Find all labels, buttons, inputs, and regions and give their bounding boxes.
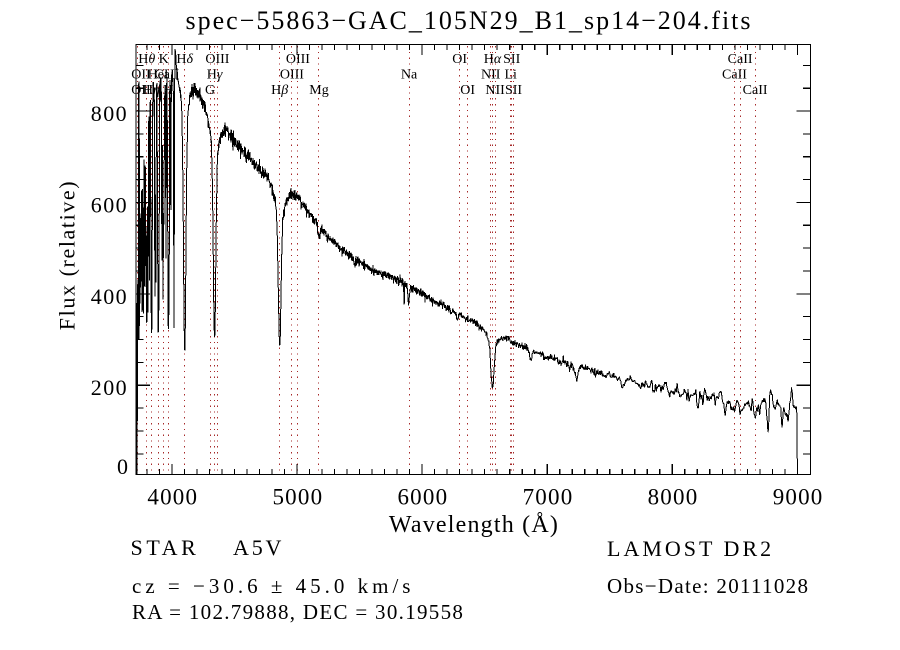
svg-text:800: 800 (91, 101, 128, 126)
svg-text:Mg: Mg (309, 83, 328, 98)
svg-text:Na: Na (401, 68, 418, 83)
svg-text:NII: NII (485, 83, 505, 98)
svg-text:Hδ: Hδ (176, 52, 193, 67)
svg-text:K: K (159, 52, 169, 67)
svg-text:OI: OI (460, 83, 475, 98)
svg-text:Li: Li (504, 68, 517, 83)
svg-text:STAR: STAR (131, 535, 200, 560)
svg-text:SII: SII (503, 52, 520, 67)
svg-text:OIII: OIII (286, 52, 310, 67)
svg-text:Hα: Hα (484, 52, 502, 67)
svg-text:H: H (163, 83, 173, 98)
svg-text:9000: 9000 (773, 485, 824, 510)
svg-text:Obs−Date: 20111028: Obs−Date: 20111028 (607, 574, 809, 598)
svg-text:0: 0 (117, 454, 128, 479)
svg-text:OII: OII (131, 83, 151, 98)
svg-text:CaII: CaII (728, 52, 753, 67)
svg-text:Hη: Hη (143, 83, 160, 98)
svg-text:cz = −30.6 ± 45.0 km/s: cz = −30.6 ± 45.0 km/s (132, 574, 414, 598)
svg-text:SII: SII (505, 83, 522, 98)
svg-text:LAMOST DR2: LAMOST DR2 (607, 536, 774, 561)
svg-text:CaII: CaII (154, 68, 179, 83)
svg-text:spec−55863−GAC_105N29_B1_sp14−: spec−55863−GAC_105N29_B1_sp14−204.fits (185, 6, 752, 35)
svg-text:CaII: CaII (722, 68, 747, 83)
svg-text:HeI: HeI (148, 68, 169, 83)
svg-text:CaII: CaII (743, 83, 768, 98)
svg-text:8000: 8000 (648, 485, 699, 510)
svg-text:400: 400 (91, 284, 128, 309)
svg-text:Hθ: Hθ (138, 52, 155, 67)
svg-text:A5V: A5V (233, 535, 284, 560)
svg-text:6000: 6000 (397, 485, 448, 510)
svg-text:RA = 102.79888, DEC = 30.1955: RA = 102.79888, DEC = 30.19558 (132, 600, 464, 624)
svg-text:G: G (205, 83, 215, 98)
svg-text:NII: NII (481, 68, 501, 83)
svg-text:OIII: OIII (205, 52, 229, 67)
svg-text:Wavelength (Å): Wavelength (Å) (389, 512, 559, 538)
svg-text:Flux (relative): Flux (relative) (55, 180, 80, 330)
svg-text:OI: OI (452, 52, 467, 67)
svg-text:4000: 4000 (147, 485, 198, 510)
svg-text:600: 600 (91, 192, 128, 217)
svg-text:Hγ: Hγ (207, 68, 223, 83)
svg-text:OIII: OIII (280, 68, 304, 83)
svg-text:5000: 5000 (272, 485, 323, 510)
svg-text:200: 200 (91, 375, 128, 400)
svg-text:7000: 7000 (523, 485, 574, 510)
svg-text:Hβ: Hβ (271, 83, 288, 98)
svg-text:OII: OII (131, 68, 151, 83)
